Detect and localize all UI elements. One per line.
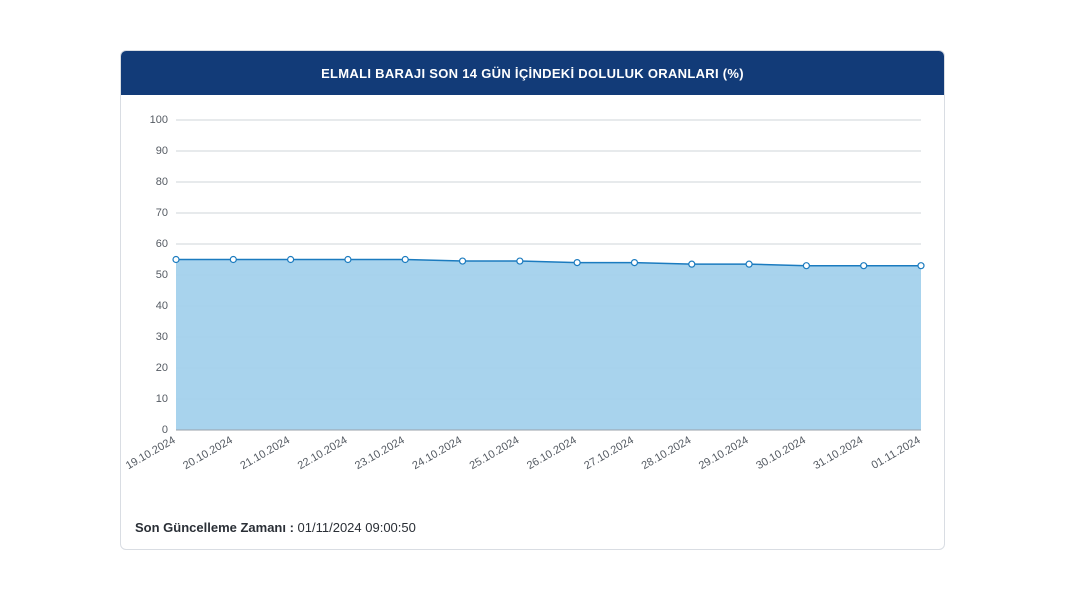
data-point xyxy=(460,258,466,264)
x-tick-label: 19.10.2024 xyxy=(124,434,178,472)
y-tick-label: 10 xyxy=(156,393,168,405)
x-tick-label: 29.10.2024 xyxy=(697,434,751,472)
x-tick-label: 21.10.2024 xyxy=(238,434,292,472)
data-point xyxy=(803,263,809,269)
data-point xyxy=(230,257,236,263)
y-tick-label: 20 xyxy=(156,362,168,374)
x-tick-label: 30.10.2024 xyxy=(754,434,808,472)
x-tick-label: 23.10.2024 xyxy=(353,434,407,472)
x-tick-label: 01.11.2024 xyxy=(870,434,923,472)
chart-card: ELMALI BARAJI SON 14 GÜN İÇİNDEKİ DOLULU… xyxy=(120,50,945,550)
data-point xyxy=(574,260,580,266)
y-tick-label: 40 xyxy=(156,300,168,312)
chart-title: ELMALI BARAJI SON 14 GÜN İÇİNDEKİ DOLULU… xyxy=(321,66,744,81)
data-point xyxy=(861,263,867,269)
x-tick-label: 24.10.2024 xyxy=(410,434,464,472)
data-point xyxy=(517,258,523,264)
x-tick-label: 31.10.2024 xyxy=(812,434,866,472)
data-point xyxy=(288,257,294,263)
area-fill xyxy=(176,260,921,431)
y-tick-label: 90 xyxy=(156,145,168,157)
y-tick-label: 80 xyxy=(156,176,168,188)
x-tick-label: 28.10.2024 xyxy=(640,434,694,472)
data-point xyxy=(402,257,408,263)
area-chart: 0 10 20 30 40 50 60 70 80 90 100 19.10.202420.10.20… xyxy=(121,95,946,495)
data-point xyxy=(173,257,179,263)
y-tick-label: 100 xyxy=(150,114,168,126)
y-tick-label: 60 xyxy=(156,238,168,250)
last-update-value: 01/11/2024 09:00:50 xyxy=(298,520,416,535)
title-bar: ELMALI BARAJI SON 14 GÜN İÇİNDEKİ DOLULU… xyxy=(121,51,944,95)
x-tick-label: 22.10.2024 xyxy=(296,434,350,472)
data-point xyxy=(918,263,924,269)
y-tick-label: 70 xyxy=(156,207,168,219)
data-point xyxy=(746,261,752,267)
x-tick-label: 25.10.2024 xyxy=(468,434,522,472)
x-tick-label: 20.10.2024 xyxy=(181,434,235,472)
data-point xyxy=(689,261,695,267)
data-point xyxy=(345,257,351,263)
y-tick-label: 0 xyxy=(162,424,168,436)
data-point xyxy=(631,260,637,266)
last-update-label: Son Güncelleme Zamanı : xyxy=(135,520,298,535)
x-tick-label: 27.10.2024 xyxy=(582,434,636,472)
y-tick-label: 50 xyxy=(156,269,168,281)
y-tick-label: 30 xyxy=(156,331,168,343)
last-update: Son Güncelleme Zamanı : 01/11/2024 09:00… xyxy=(135,520,416,535)
x-tick-label: 26.10.2024 xyxy=(525,434,579,472)
chart-area: 0 10 20 30 40 50 60 70 80 90 100 19.10.202420.10.20… xyxy=(121,95,944,495)
